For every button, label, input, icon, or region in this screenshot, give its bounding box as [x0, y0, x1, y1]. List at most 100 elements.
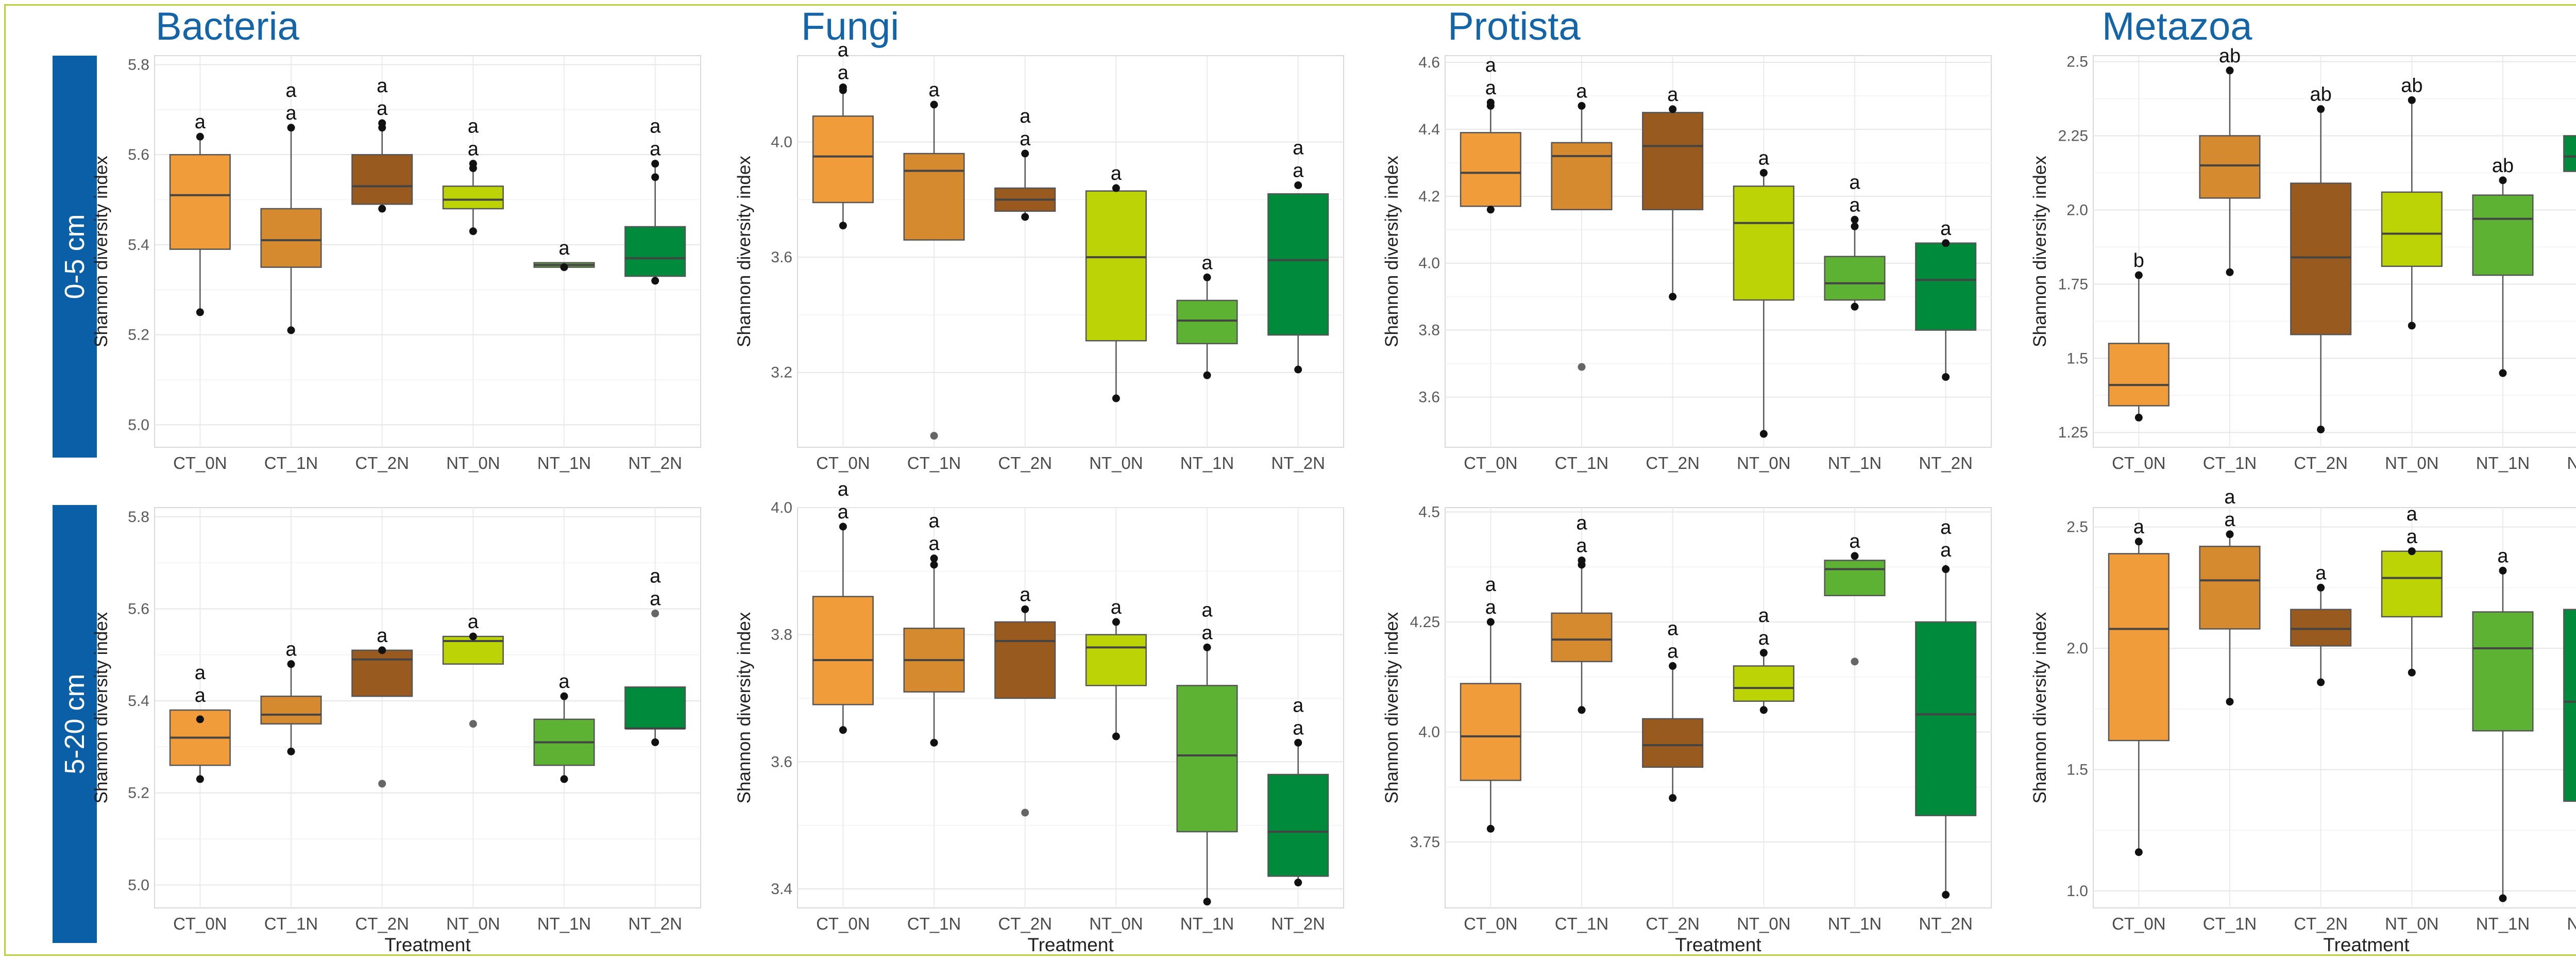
significance-letter: a	[2406, 503, 2418, 525]
data-point	[2499, 176, 2507, 184]
significance-letter: a	[1940, 218, 1952, 240]
significance-letter: a	[2133, 516, 2145, 538]
x-tick-label: CT_2N	[1646, 914, 1700, 933]
significance-letter: a	[1576, 512, 1587, 534]
x-tick-label: CT_2N	[1646, 453, 1700, 473]
panel-protista-shallow: 3.63.84.04.24.44.6aaCT_0NaCT_1NaCT_2NaNT…	[1382, 54, 1992, 473]
data-point	[1578, 706, 1586, 714]
data-point	[1294, 365, 1302, 374]
panel-metazoa-shallow: 1.25 1.5 1.75 2.0 2.25 2.5 b CT_0N ab CT_1N ab CT_2…	[2030, 45, 2576, 473]
significance-letter: a	[2315, 562, 2327, 584]
panel-bacteria-shallow: 5.05.25.45.65.8aCT_0NaaCT_1NaaCT_2NaaNT_…	[91, 55, 701, 473]
box-NT_0N	[1085, 190, 1147, 342]
x-tick-label: NT_1N	[537, 453, 591, 473]
x-tick-label: NT_2N	[628, 453, 682, 473]
box-NT_0N	[1733, 186, 1794, 301]
data-point	[1942, 239, 1950, 247]
data-point	[1294, 738, 1302, 747]
box-NT_2N	[1915, 242, 1977, 331]
data-point	[2408, 96, 2416, 104]
significance-letter: a	[1758, 605, 1770, 627]
data-point	[2226, 268, 2234, 276]
data-point	[2226, 698, 2234, 706]
data-point	[2499, 369, 2507, 377]
significance-letter: a	[1293, 160, 1304, 181]
data-point	[651, 738, 659, 746]
significance-letter: a	[1201, 599, 1213, 621]
x-tick-label: NT_2N	[628, 914, 682, 933]
data-point	[1112, 732, 1120, 740]
box-CT_2N	[351, 649, 413, 697]
data-point	[930, 554, 938, 563]
y-axis-label: Shannon diversity index	[91, 612, 111, 803]
significance-letter: a	[195, 685, 206, 706]
x-tick-label: NT_0N	[1737, 914, 1791, 933]
y-tick-label: 1.75	[2058, 276, 2088, 293]
data-point	[2408, 547, 2416, 555]
data-point	[378, 205, 386, 213]
y-tick-label: 3.6	[771, 753, 792, 770]
y-axis-label: Shannon diversity index	[1382, 156, 1402, 347]
box-CT_0N	[812, 596, 874, 705]
data-point	[196, 715, 204, 723]
data-point	[1759, 706, 1768, 714]
box-NT_1N	[2472, 194, 2534, 276]
x-tick-label: CT_1N	[1555, 914, 1609, 933]
box-NT_1N	[1824, 560, 1886, 597]
y-tick-label: 4.0	[1418, 255, 1440, 272]
y-axis-label: Shannon diversity index	[2030, 612, 2050, 803]
x-tick-label: CT_0N	[2112, 453, 2166, 473]
data-point	[2499, 566, 2507, 575]
y-tick-label: 1.25	[2058, 424, 2088, 441]
significance-letter: a	[1485, 77, 1497, 99]
data-point	[2134, 537, 2143, 546]
significance-letter: a	[1940, 517, 1952, 538]
significance-letter: a	[1849, 172, 1860, 193]
y-tick-label: 5.2	[128, 327, 149, 344]
data-point	[2134, 271, 2143, 279]
x-tick-label: CT_1N	[907, 453, 961, 473]
y-tick-label: 2.25	[2058, 127, 2088, 144]
data-point	[1942, 373, 1950, 381]
data-point	[2226, 530, 2234, 538]
plot-area	[1445, 55, 1992, 448]
significance-letter: a	[1293, 137, 1304, 159]
x-tick-label: CT_1N	[264, 914, 318, 933]
y-tick-label: 3.75	[1410, 834, 1440, 851]
data-point	[2317, 425, 2325, 433]
x-tick-label: CT_0N	[1464, 914, 1518, 933]
box-CT_1N	[2199, 135, 2261, 199]
data-point	[1294, 879, 1302, 887]
x-tick-label: NT_2N	[2567, 453, 2576, 473]
y-axis-label: Shannon diversity index	[734, 612, 754, 803]
y-tick-label: 5.0	[128, 416, 149, 433]
significance-letter: a	[1201, 622, 1213, 644]
significance-letter: a	[285, 80, 297, 102]
panel-bacteria-deep: 5.05.25.45.65.8aaCT_0NaCT_1NaCT_2NaNT_0N…	[91, 507, 701, 955]
significance-letter: a	[468, 139, 479, 160]
box-CT_0N	[1460, 683, 1521, 781]
significance-letter: a	[377, 75, 388, 97]
box-CT_0N	[2108, 343, 2170, 407]
outlier-point	[1578, 363, 1586, 371]
box-CT_2N	[1642, 112, 1704, 211]
significance-letter: ab	[2492, 155, 2514, 177]
data-point	[839, 523, 847, 531]
box-NT_2N	[1267, 773, 1329, 877]
plot-area	[154, 55, 701, 448]
significance-letter: a	[468, 611, 479, 633]
significance-letter: a	[1485, 574, 1497, 596]
significance-letter: a	[195, 111, 206, 133]
y-tick-label: 3.6	[1418, 389, 1440, 406]
data-point	[2499, 894, 2507, 902]
x-tick-label: CT_0N	[1464, 453, 1518, 473]
x-tick-label: CT_1N	[907, 914, 961, 933]
significance-letter: a	[1111, 163, 1122, 184]
box-NT_1N	[1824, 256, 1886, 301]
data-point	[2317, 678, 2325, 686]
x-tick-label: CT_0N	[173, 453, 227, 473]
x-tick-label: CT_2N	[998, 453, 1052, 473]
box-NT_2N	[2563, 135, 2576, 172]
x-axis-label: Treatment	[1675, 934, 1761, 955]
